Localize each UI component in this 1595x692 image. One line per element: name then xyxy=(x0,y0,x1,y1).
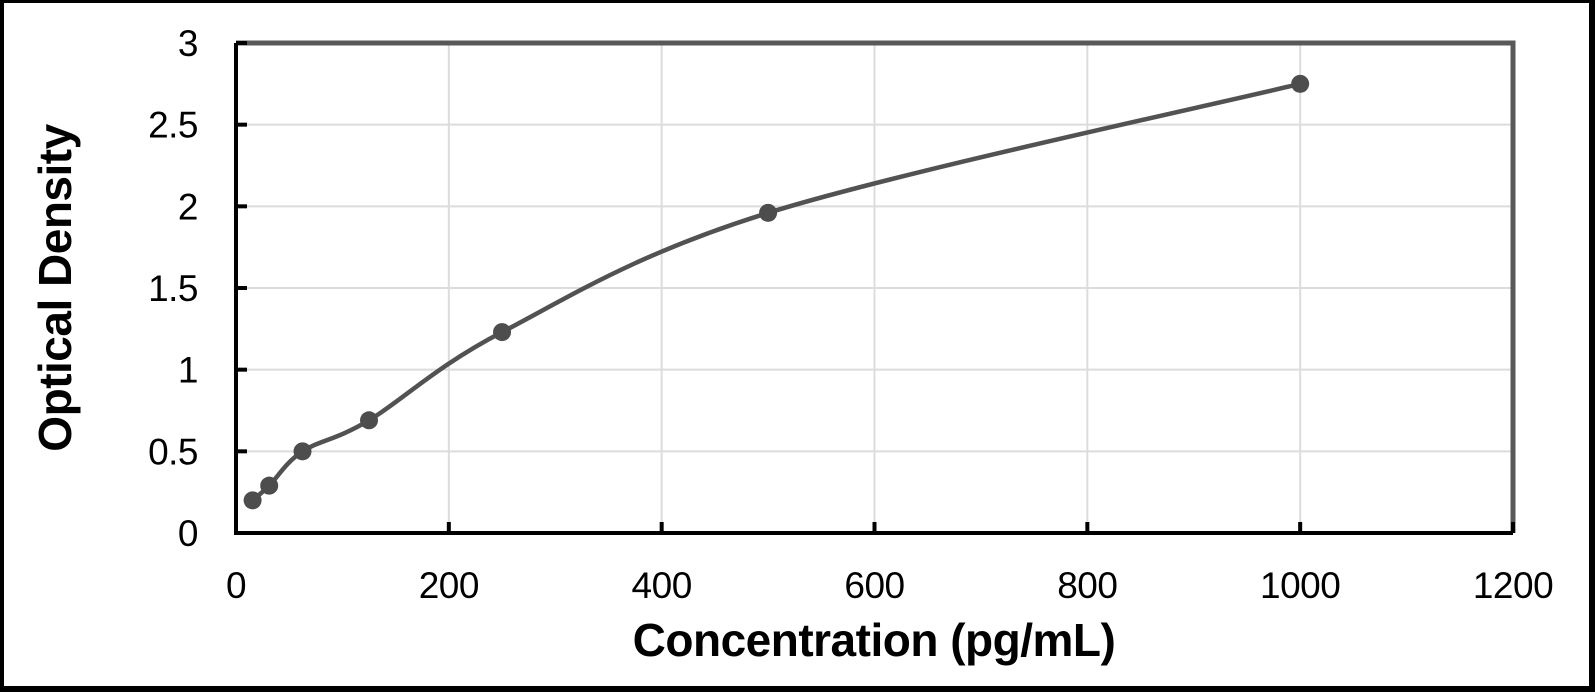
y-tick-label: 3 xyxy=(178,23,198,64)
data-point-marker xyxy=(243,491,262,510)
x-tick-label: 800 xyxy=(1057,565,1117,606)
y-tick-label: 0 xyxy=(178,513,198,554)
y-tick-label: 0.5 xyxy=(148,431,198,472)
y-tick-label: 1.5 xyxy=(148,268,198,309)
x-axis-title: Concentration (pg/mL) xyxy=(632,614,1116,666)
chart-canvas: 0 200 400 600 800 1000 1200 0 0.5 1 1.5 2 2.5 3 xyxy=(148,23,1554,606)
elisa-standard-curve-chart: 0 200 400 600 800 1000 1200 0 0.5 1 1.5 2 2.5 3 Optic… xyxy=(4,3,1589,686)
y-axis-title: Optical Density xyxy=(29,124,81,452)
data-point-marker xyxy=(1291,74,1310,93)
x-tick-label: 0 xyxy=(226,565,246,606)
data-point-marker xyxy=(260,476,279,495)
x-tick-label: 1200 xyxy=(1473,565,1553,606)
x-tick-label: 400 xyxy=(632,565,692,606)
x-tick-label: 200 xyxy=(419,565,479,606)
data-point-marker xyxy=(493,323,512,342)
y-tick-label: 2 xyxy=(178,186,198,227)
x-tick-label: 600 xyxy=(844,565,904,606)
y-tick-label: 2.5 xyxy=(148,105,198,146)
x-tick-label: 1000 xyxy=(1260,565,1340,606)
data-point-marker xyxy=(293,442,312,461)
data-point-marker xyxy=(360,411,379,430)
y-tick-label: 1 xyxy=(178,350,198,391)
data-point-marker xyxy=(759,203,778,222)
standard-curve-line xyxy=(250,81,1303,503)
